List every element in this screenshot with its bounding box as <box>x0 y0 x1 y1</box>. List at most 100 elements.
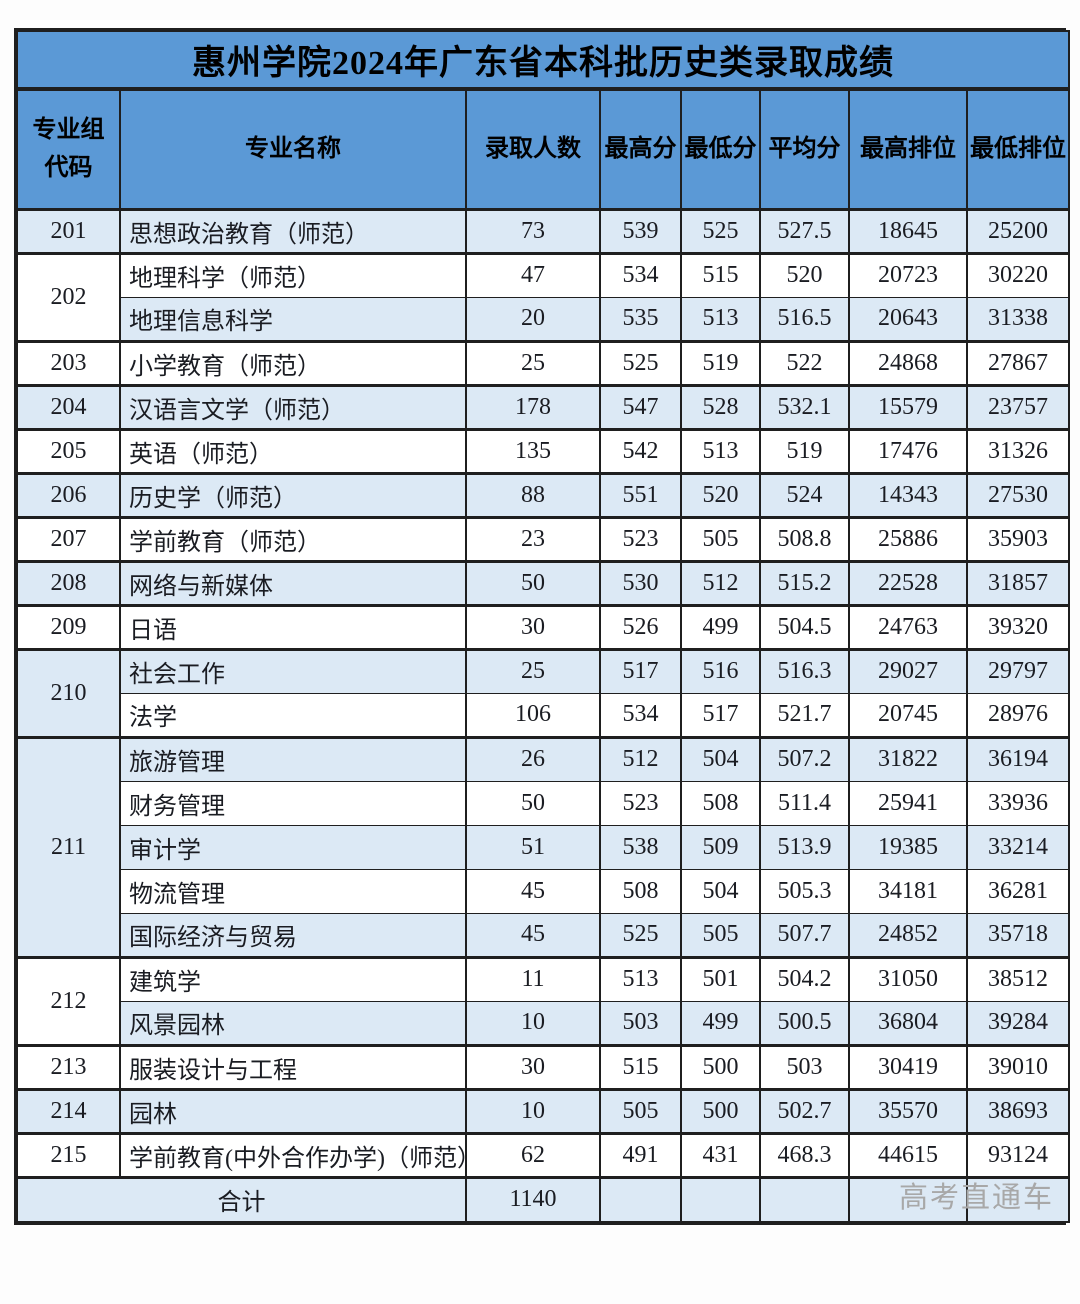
column-header-row: 专业组 代码 专业名称 录取人数 最高分 最低分 平均分 最高排位 最低排位 <box>16 88 1070 211</box>
cell-min-rank: 31857 <box>966 559 1070 606</box>
cell-min-score: 515 <box>680 251 761 298</box>
cell-avg-score: 507.2 <box>759 735 850 782</box>
cell-avg-score: 532.1 <box>759 383 850 430</box>
column-header-7: 最低排位 <box>966 88 1070 211</box>
table-row: 215 学前教育(中外合作办学)（师范） 62 491 431 468.3 44615 931… <box>16 1131 1070 1178</box>
cell-group-code: 203 <box>16 339 121 386</box>
cell-avg-score: 516.5 <box>759 296 850 342</box>
cell-major-name: 思想政治教育（师范） <box>119 207 467 254</box>
cell-max-rank: 34181 <box>848 868 968 914</box>
cell-group-code: 207 <box>16 515 121 562</box>
cell-group-code: 202 <box>16 251 121 342</box>
cell-admitted: 30 <box>465 1043 601 1090</box>
cell-max-score: 525 <box>599 912 682 958</box>
cell-min-score: 525 <box>680 207 761 254</box>
table-row: 214 园林 10 505 500 502.7 35570 38693 <box>16 1087 1070 1134</box>
cell-max-score: 539 <box>599 207 682 254</box>
cell-avg-score: 502.7 <box>759 1087 850 1134</box>
cell-admitted: 73 <box>465 207 601 254</box>
table-row: 210 社会工作 25 517 516 516.3 29027 29797 <box>16 647 1070 738</box>
cell-avg-score: 513.9 <box>759 824 850 870</box>
table-row: 地理信息科学 20 535 513 516.5 20643 31338 <box>17 296 1070 342</box>
cell-major-name: 日语 <box>119 603 467 650</box>
table-row: 财务管理 50 523 508 511.4 25941 33936 <box>17 780 1070 826</box>
column-header-3: 最高分 <box>599 88 682 211</box>
cell-major-name: 国际经济与贸易 <box>119 912 467 958</box>
cell-min-rank: 39284 <box>966 1000 1070 1046</box>
total-empty-avg-score <box>759 1175 850 1223</box>
cell-max-rank: 18645 <box>848 207 968 254</box>
table-row: 204 汉语言文学（师范） 178 547 528 532.1 15579 23757 <box>16 383 1070 430</box>
cell-min-score: 504 <box>680 735 761 782</box>
table-row: 213 服装设计与工程 30 515 500 503 30419 39010 <box>16 1043 1070 1090</box>
column-header-5: 平均分 <box>759 88 850 211</box>
table-row: 203 小学教育（师范） 25 525 519 522 24868 27867 <box>16 339 1070 386</box>
cell-min-rank: 31326 <box>966 427 1070 474</box>
cell-major-name: 建筑学 <box>119 955 467 1002</box>
cell-group-code: 214 <box>16 1087 121 1134</box>
cell-max-score: 534 <box>599 692 682 738</box>
cell-max-rank: 15579 <box>848 383 968 430</box>
cell-min-score: 499 <box>680 603 761 650</box>
cell-max-score: 523 <box>599 515 682 562</box>
cell-avg-score: 468.3 <box>759 1131 850 1178</box>
cell-min-rank: 33214 <box>966 824 1070 870</box>
cell-min-rank: 36194 <box>966 735 1070 782</box>
cell-min-rank: 38512 <box>966 955 1070 1002</box>
cell-min-score: 500 <box>680 1087 761 1134</box>
cell-max-rank: 36804 <box>848 1000 968 1046</box>
cell-avg-score: 520 <box>759 251 850 298</box>
cell-min-score: 512 <box>680 559 761 606</box>
cell-max-rank: 31050 <box>848 955 968 1002</box>
cell-max-rank: 14343 <box>848 471 968 518</box>
cell-min-rank: 29797 <box>966 647 1070 694</box>
cell-major-name: 审计学 <box>119 824 467 870</box>
cell-major-name: 地理信息科学 <box>119 296 467 342</box>
cell-avg-score: 519 <box>759 427 850 474</box>
cell-max-score: 526 <box>599 603 682 650</box>
cell-min-rank: 38693 <box>966 1087 1070 1134</box>
cell-avg-score: 522 <box>759 339 850 386</box>
total-empty-min-score <box>680 1175 761 1223</box>
cell-min-rank: 33936 <box>966 780 1070 826</box>
cell-avg-score: 521.7 <box>759 692 850 738</box>
cell-max-score: 534 <box>599 251 682 298</box>
cell-min-score: 513 <box>680 296 761 342</box>
cell-max-rank: 24852 <box>848 912 968 958</box>
cell-min-score: 499 <box>680 1000 761 1046</box>
cell-admitted: 62 <box>465 1131 601 1178</box>
cell-admitted: 47 <box>465 251 601 298</box>
table-row: 法学 106 534 517 521.7 20745 28976 <box>17 692 1070 738</box>
cell-major-name: 风景园林 <box>119 1000 467 1046</box>
cell-max-score: 538 <box>599 824 682 870</box>
cell-min-score: 513 <box>680 427 761 474</box>
cell-min-rank: 31338 <box>966 296 1070 342</box>
cell-max-score: 515 <box>599 1043 682 1090</box>
cell-max-rank: 24763 <box>848 603 968 650</box>
cell-min-rank: 27867 <box>966 339 1070 386</box>
cell-avg-score: 504.5 <box>759 603 850 650</box>
cell-avg-score: 504.2 <box>759 955 850 1002</box>
column-header-4: 最低分 <box>680 88 761 211</box>
table-row: 209 日语 30 526 499 504.5 24763 39320 <box>16 603 1070 650</box>
cell-group-code: 209 <box>16 603 121 650</box>
cell-admitted: 10 <box>465 1087 601 1134</box>
cell-group-code: 208 <box>16 559 121 606</box>
table-row: 207 学前教育（师范） 23 523 505 508.8 25886 35903 <box>16 515 1070 562</box>
table-row: 208 网络与新媒体 50 530 512 515.2 22528 31857 <box>16 559 1070 606</box>
cell-major-name: 服装设计与工程 <box>119 1043 467 1090</box>
cell-avg-score: 515.2 <box>759 559 850 606</box>
cell-max-rank: 20643 <box>848 296 968 342</box>
cell-min-score: 505 <box>680 912 761 958</box>
table-foot: 合计 1140 <box>16 1175 1070 1223</box>
table-row: 211 旅游管理 26 512 504 507.2 31822 36194 <box>16 735 1070 958</box>
table-row: 审计学 51 538 509 513.9 19385 33214 <box>17 824 1070 870</box>
cell-min-rank: 39320 <box>966 603 1070 650</box>
cell-avg-score: 505.3 <box>759 868 850 914</box>
cell-avg-score: 527.5 <box>759 207 850 254</box>
cell-max-rank: 19385 <box>848 824 968 870</box>
cell-max-rank: 30419 <box>848 1043 968 1090</box>
cell-group-code: 206 <box>16 471 121 518</box>
cell-major-name: 网络与新媒体 <box>119 559 467 606</box>
cell-admitted: 10 <box>465 1000 601 1046</box>
